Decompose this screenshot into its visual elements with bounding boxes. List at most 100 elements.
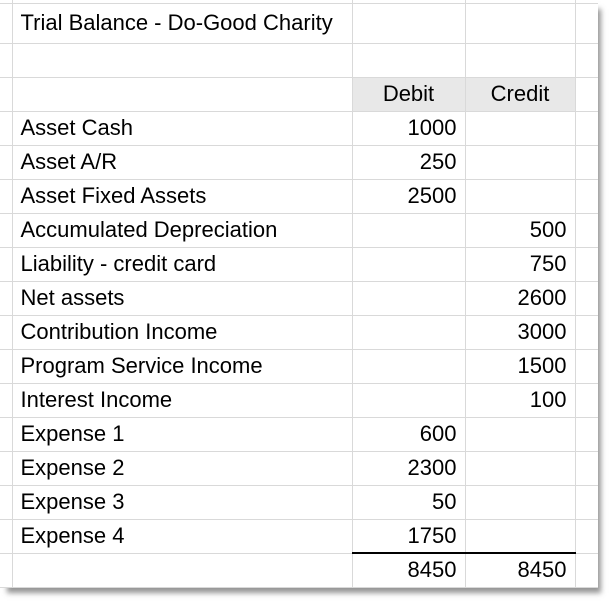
header-row: Debit Credit	[0, 77, 598, 112]
margin-cell	[0, 213, 13, 248]
margin-cell	[575, 485, 598, 520]
column-header-credit[interactable]: Credit	[465, 77, 576, 112]
margin-cell	[575, 417, 598, 452]
empty-cell[interactable]	[352, 3, 466, 44]
row-label-cell[interactable]: Program Service Income	[12, 349, 353, 384]
empty-row	[0, 43, 598, 78]
credit-cell[interactable]: 750	[465, 247, 576, 282]
debit-cell[interactable]	[352, 383, 466, 418]
margin-cell	[575, 451, 598, 486]
margin-cell	[575, 247, 598, 282]
debit-cell[interactable]	[352, 247, 466, 282]
margin-cell	[0, 247, 13, 282]
debit-cell[interactable]	[352, 281, 466, 316]
row-label-cell[interactable]: Asset Cash	[12, 111, 353, 146]
credit-cell[interactable]	[465, 451, 576, 486]
margin-cell	[0, 111, 13, 146]
debit-cell[interactable]: 600	[352, 417, 466, 452]
margin-cell	[575, 315, 598, 350]
row-label-cell[interactable]: Expense 2	[12, 451, 353, 486]
trial-balance-table: Trial Balance - Do-Good Charity Debit Cr…	[0, 0, 598, 588]
table-row: Liability - credit card 750	[0, 247, 598, 282]
debit-cell[interactable]: 2300	[352, 451, 466, 486]
row-label-cell[interactable]: Expense 1	[12, 417, 353, 452]
credit-cell[interactable]: 500	[465, 213, 576, 248]
row-label-cell[interactable]: Asset Fixed Assets	[12, 179, 353, 214]
row-label-cell[interactable]: Expense 4	[12, 519, 353, 554]
table-row: Program Service Income 1500	[0, 349, 598, 384]
row-label-cell[interactable]: Asset A/R	[12, 145, 353, 180]
margin-cell	[0, 0, 13, 4]
debit-cell[interactable]: 2500	[352, 179, 466, 214]
column-header-debit[interactable]: Debit	[352, 77, 466, 112]
table-row: Interest Income 100	[0, 383, 598, 418]
credit-cell[interactable]	[465, 179, 576, 214]
empty-cell[interactable]	[465, 43, 576, 78]
margin-cell	[0, 349, 13, 384]
margin-cell	[575, 111, 598, 146]
margin-cell	[575, 179, 598, 214]
margin-cell	[352, 0, 466, 4]
credit-cell[interactable]	[465, 417, 576, 452]
title-row: Trial Balance - Do-Good Charity	[0, 3, 598, 44]
margin-cell	[0, 3, 13, 44]
spreadsheet-screenshot: Trial Balance - Do-Good Charity Debit Cr…	[0, 0, 598, 588]
empty-cell[interactable]	[352, 43, 466, 78]
margin-cell	[0, 553, 13, 588]
margin-cell	[575, 383, 598, 418]
margin-cell	[0, 451, 13, 486]
margin-cell	[575, 519, 598, 554]
debit-cell[interactable]: 1000	[352, 111, 466, 146]
table-row: Net assets 2600	[0, 281, 598, 316]
table-row: Expense 2 2300	[0, 451, 598, 486]
empty-cell[interactable]	[12, 77, 353, 112]
debit-cell[interactable]: 250	[352, 145, 466, 180]
margin-cell	[465, 0, 576, 4]
cropped-top-row	[0, 0, 598, 4]
row-label-cell[interactable]: Net assets	[12, 281, 353, 316]
margin-cell	[0, 179, 13, 214]
margin-cell	[0, 145, 13, 180]
credit-cell[interactable]	[465, 111, 576, 146]
credit-cell[interactable]: 100	[465, 383, 576, 418]
row-label-cell[interactable]: Liability - credit card	[12, 247, 353, 282]
credit-cell[interactable]	[465, 519, 576, 554]
table-row: Asset Fixed Assets 2500	[0, 179, 598, 214]
margin-cell	[0, 519, 13, 554]
margin-cell	[0, 43, 13, 78]
debit-cell[interactable]: 1750	[352, 519, 466, 554]
row-label-cell[interactable]: Interest Income	[12, 383, 353, 418]
table-row: Expense 1 600	[0, 417, 598, 452]
empty-cell[interactable]	[12, 553, 353, 588]
credit-cell[interactable]	[465, 145, 576, 180]
credit-cell[interactable]: 3000	[465, 315, 576, 350]
debit-cell[interactable]	[352, 315, 466, 350]
debit-cell[interactable]	[352, 213, 466, 248]
table-row: Asset Cash 1000	[0, 111, 598, 146]
total-debit-cell[interactable]: 8450	[352, 552, 466, 588]
margin-cell	[575, 281, 598, 316]
margin-cell	[575, 43, 598, 78]
margin-cell	[0, 281, 13, 316]
empty-cell[interactable]	[12, 43, 353, 78]
debit-cell[interactable]: 50	[352, 485, 466, 520]
credit-cell[interactable]	[465, 485, 576, 520]
debit-cell[interactable]	[352, 349, 466, 384]
margin-cell	[12, 0, 353, 4]
row-label-cell[interactable]: Expense 3	[12, 485, 353, 520]
credit-cell[interactable]: 2600	[465, 281, 576, 316]
margin-cell	[0, 485, 13, 520]
margin-cell	[575, 77, 598, 112]
total-credit-cell[interactable]: 8450	[465, 552, 576, 588]
row-label-cell[interactable]: Accumulated Depreciation	[12, 213, 353, 248]
table-row: Expense 4 1750	[0, 519, 598, 554]
margin-cell	[0, 77, 13, 112]
credit-cell[interactable]: 1500	[465, 349, 576, 384]
totals-row: 8450 8450	[0, 552, 598, 588]
margin-cell	[575, 3, 598, 44]
empty-cell[interactable]	[465, 3, 576, 44]
margin-cell	[575, 553, 598, 588]
page-title[interactable]: Trial Balance - Do-Good Charity	[12, 3, 353, 44]
row-label-cell[interactable]: Contribution Income	[12, 315, 353, 350]
margin-cell	[575, 349, 598, 384]
